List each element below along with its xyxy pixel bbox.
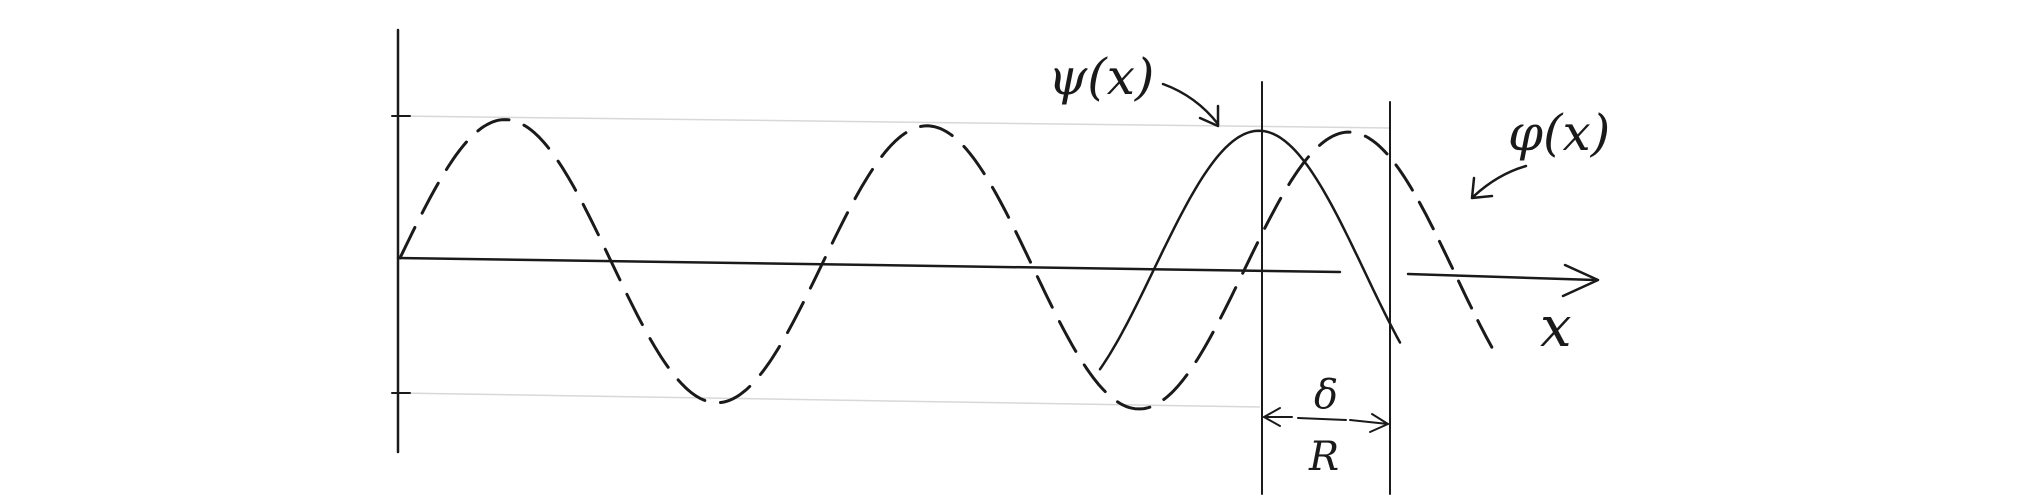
phi-label: φ(x) bbox=[1508, 104, 1610, 162]
lower-guide-line bbox=[397, 392, 1261, 408]
x-axis-label: x bbox=[1540, 295, 1572, 360]
phi-curve bbox=[398, 118, 1389, 411]
horizontal-axis-extension bbox=[1406, 272, 1597, 282]
psi-curve bbox=[1098, 129, 1402, 371]
psi-pointer-arrowhead bbox=[1198, 104, 1220, 128]
phi-pointer-arrow bbox=[1472, 164, 1528, 198]
shift-denominator: R bbox=[1308, 434, 1339, 480]
psi-label: ψ(x) bbox=[1048, 48, 1154, 106]
shift-arrow-right bbox=[1349, 419, 1389, 425]
upper-guide-line bbox=[397, 115, 1391, 129]
shift-numerator: δ bbox=[1314, 372, 1338, 418]
phi-curve-tail bbox=[1394, 163, 1500, 360]
horizontal-axis bbox=[396, 256, 1342, 274]
psi-pointer-arrow bbox=[1161, 82, 1220, 126]
shift-fraction-bar bbox=[1297, 417, 1347, 421]
phi-pointer-arrowhead bbox=[1470, 176, 1494, 200]
shift-arrowhead-right bbox=[1369, 413, 1389, 433]
horizontal-axis-arrowhead bbox=[1561, 263, 1600, 298]
shift-arrowhead-left bbox=[1263, 407, 1281, 427]
